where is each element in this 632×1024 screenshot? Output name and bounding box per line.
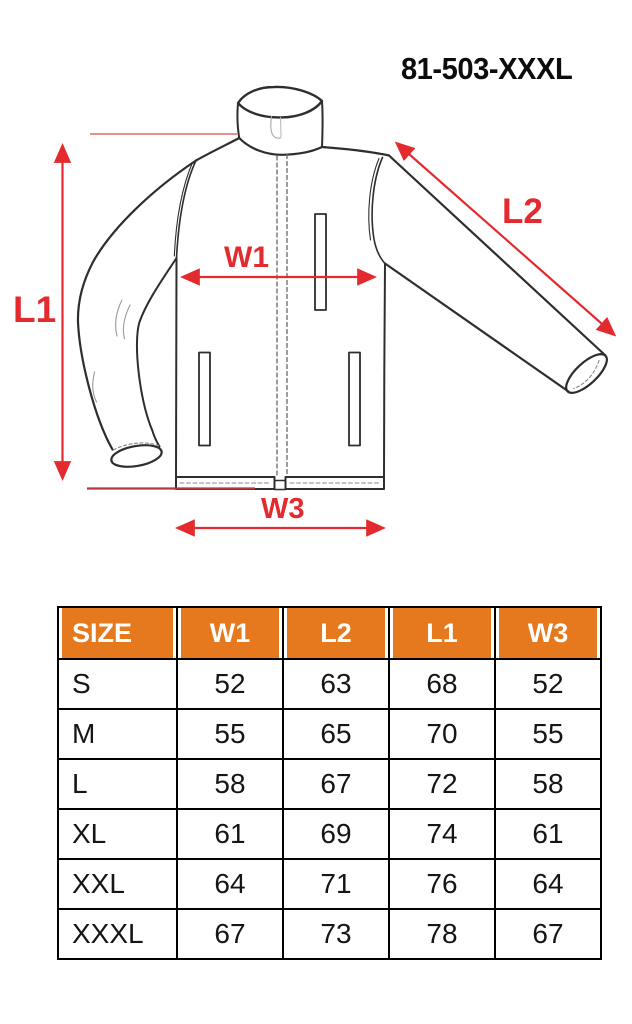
- value-cell: 78: [388, 908, 496, 960]
- l2-label: L2: [502, 192, 543, 231]
- value-cell: 61: [176, 808, 284, 860]
- left-shoulder-seam-inner: [173, 161, 194, 257]
- size-cell: XL: [57, 808, 178, 860]
- col-header-l2: L2: [282, 606, 390, 660]
- size-table: SIZE W1 L2 L1 W3 S 52 63 68 52 M 55 65 7…: [57, 606, 602, 960]
- l2-arrow: [394, 141, 617, 337]
- value-cell: 58: [494, 758, 602, 810]
- size-cell: M: [57, 708, 178, 760]
- value-cell: 52: [494, 658, 602, 710]
- measurement-annotations: L1 W1 L2 W3: [13, 133, 617, 537]
- col-header-size: SIZE: [57, 606, 178, 660]
- value-cell: 55: [176, 708, 284, 760]
- value-cell: 71: [282, 858, 390, 910]
- table-row-m: M 55 65 70 55: [57, 708, 602, 760]
- jacket-collar-rim: [236, 85, 324, 119]
- jacket-collar-bottom-edge: [238, 136, 324, 156]
- collar-zip-garage-detail: [270, 115, 282, 139]
- left-sleeve-outer-edge: [76, 159, 198, 451]
- right-sleeve-top-edge: [387, 154, 607, 357]
- body-left-edge: [175, 257, 178, 478]
- table-row-xxl: XXL 64 71 76 64: [57, 858, 602, 910]
- size-table-container: SIZE W1 L2 L1 W3 S 52 63 68 52 M 55 65 7…: [57, 606, 602, 960]
- size-cell: S: [57, 658, 178, 710]
- col-header-w3: W3: [494, 606, 602, 660]
- value-cell: 74: [388, 808, 496, 860]
- collar-zip-garage-detail-2: [279, 116, 282, 138]
- value-cell: 65: [282, 708, 390, 760]
- value-cell: 76: [388, 858, 496, 910]
- w1-label: W1: [224, 241, 269, 274]
- col-header-l1: L1: [388, 606, 496, 660]
- right-sleeve-bottom-edge: [383, 262, 570, 393]
- product-code-title: 81-503-XXXL: [400, 51, 573, 86]
- value-cell: 64: [176, 858, 284, 910]
- w3-label: W3: [261, 493, 305, 525]
- lower-pocket-left-slit: [198, 351, 211, 447]
- value-cell: 72: [388, 758, 496, 810]
- chest-pocket-slit: [314, 213, 327, 311]
- value-cell: 70: [388, 708, 496, 760]
- left-cuff-stitch-dashed: [112, 442, 160, 451]
- size-cell: XXL: [57, 858, 178, 910]
- jacket-measurement-diagram: L1 W1 L2 W3: [13, 85, 617, 537]
- value-cell: 69: [282, 808, 390, 860]
- jacket-outline: [76, 85, 608, 491]
- value-cell: 58: [176, 758, 284, 810]
- table-row-s: S 52 63 68 52: [57, 658, 602, 710]
- size-cell: L: [57, 758, 178, 810]
- right-shoulder-seam: [371, 156, 386, 265]
- jacket-collar-right-edge: [321, 100, 324, 148]
- body-right-edge: [383, 262, 386, 478]
- left-shoulder-seam: [175, 159, 197, 259]
- value-cell: 63: [282, 658, 390, 710]
- table-row-xxxl: XXXL 67 73 78 67: [57, 908, 602, 960]
- right-shoulder-seam-inner: [368, 157, 380, 241]
- value-cell: 55: [494, 708, 602, 760]
- value-cell: 67: [176, 908, 284, 960]
- value-cell: 67: [282, 758, 390, 810]
- lower-pocket-right-slit: [348, 351, 361, 447]
- value-cell: 73: [282, 908, 390, 960]
- jacket-left-shoulder: [194, 136, 241, 162]
- value-cell: 67: [494, 908, 602, 960]
- sleeve-wrinkle-1: [115, 299, 123, 337]
- table-row-xl: XL 61 69 74 61: [57, 808, 602, 860]
- hem-zipper-stop: [273, 479, 287, 491]
- value-cell: 64: [494, 858, 602, 910]
- sleeve-wrinkle-3: [92, 371, 98, 403]
- right-cuff-stitch-dashed: [572, 359, 600, 390]
- left-sleeve-inner-edge: [135, 257, 178, 448]
- left-sleeve-cuff: [110, 444, 163, 468]
- col-header-w1: W1: [176, 606, 284, 660]
- sleeve-wrinkle-2: [122, 304, 131, 340]
- l1-label: L1: [13, 289, 56, 330]
- value-cell: 52: [176, 658, 284, 710]
- value-cell: 61: [494, 808, 602, 860]
- right-sleeve-cuff: [565, 353, 608, 394]
- table-row-l: L 58 67 72 58: [57, 758, 602, 810]
- value-cell: 68: [388, 658, 496, 710]
- size-cell: XXXL: [57, 908, 178, 960]
- jacket-right-shoulder: [320, 145, 391, 157]
- jacket-collar-left-edge: [236, 102, 241, 139]
- size-table-header-row: SIZE W1 L2 L1 W3: [57, 606, 602, 660]
